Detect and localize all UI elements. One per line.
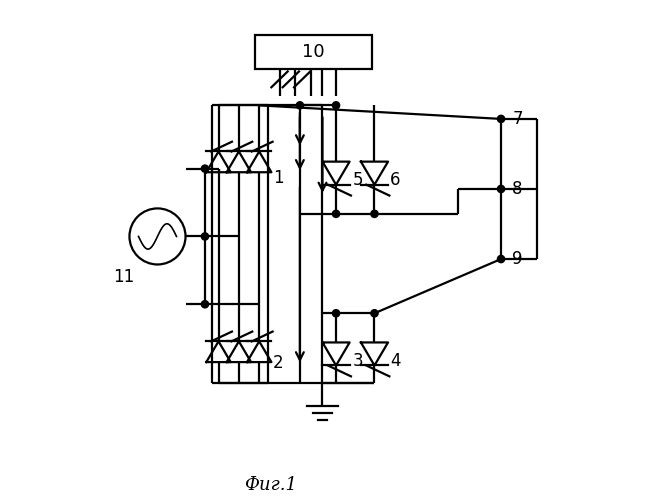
Circle shape [201, 165, 209, 172]
Circle shape [498, 186, 505, 192]
Circle shape [371, 310, 378, 317]
Text: 6: 6 [390, 171, 401, 189]
Text: Фиг.1: Фиг.1 [244, 476, 297, 494]
Text: 2: 2 [273, 354, 283, 372]
FancyBboxPatch shape [254, 36, 372, 69]
Text: 8: 8 [512, 180, 523, 198]
Text: 9: 9 [512, 250, 523, 268]
Text: 4: 4 [390, 352, 401, 370]
Text: 11: 11 [113, 268, 134, 286]
Text: 1: 1 [273, 168, 283, 186]
Circle shape [296, 102, 303, 109]
Circle shape [201, 233, 209, 240]
Circle shape [371, 210, 378, 218]
Text: 7: 7 [512, 110, 523, 128]
Circle shape [332, 210, 339, 218]
Circle shape [332, 310, 339, 317]
Circle shape [498, 116, 505, 122]
Circle shape [201, 300, 209, 308]
Text: 3: 3 [353, 352, 364, 370]
Text: 5: 5 [353, 171, 363, 189]
Circle shape [332, 102, 339, 109]
Circle shape [498, 256, 505, 262]
Text: 10: 10 [302, 43, 325, 61]
